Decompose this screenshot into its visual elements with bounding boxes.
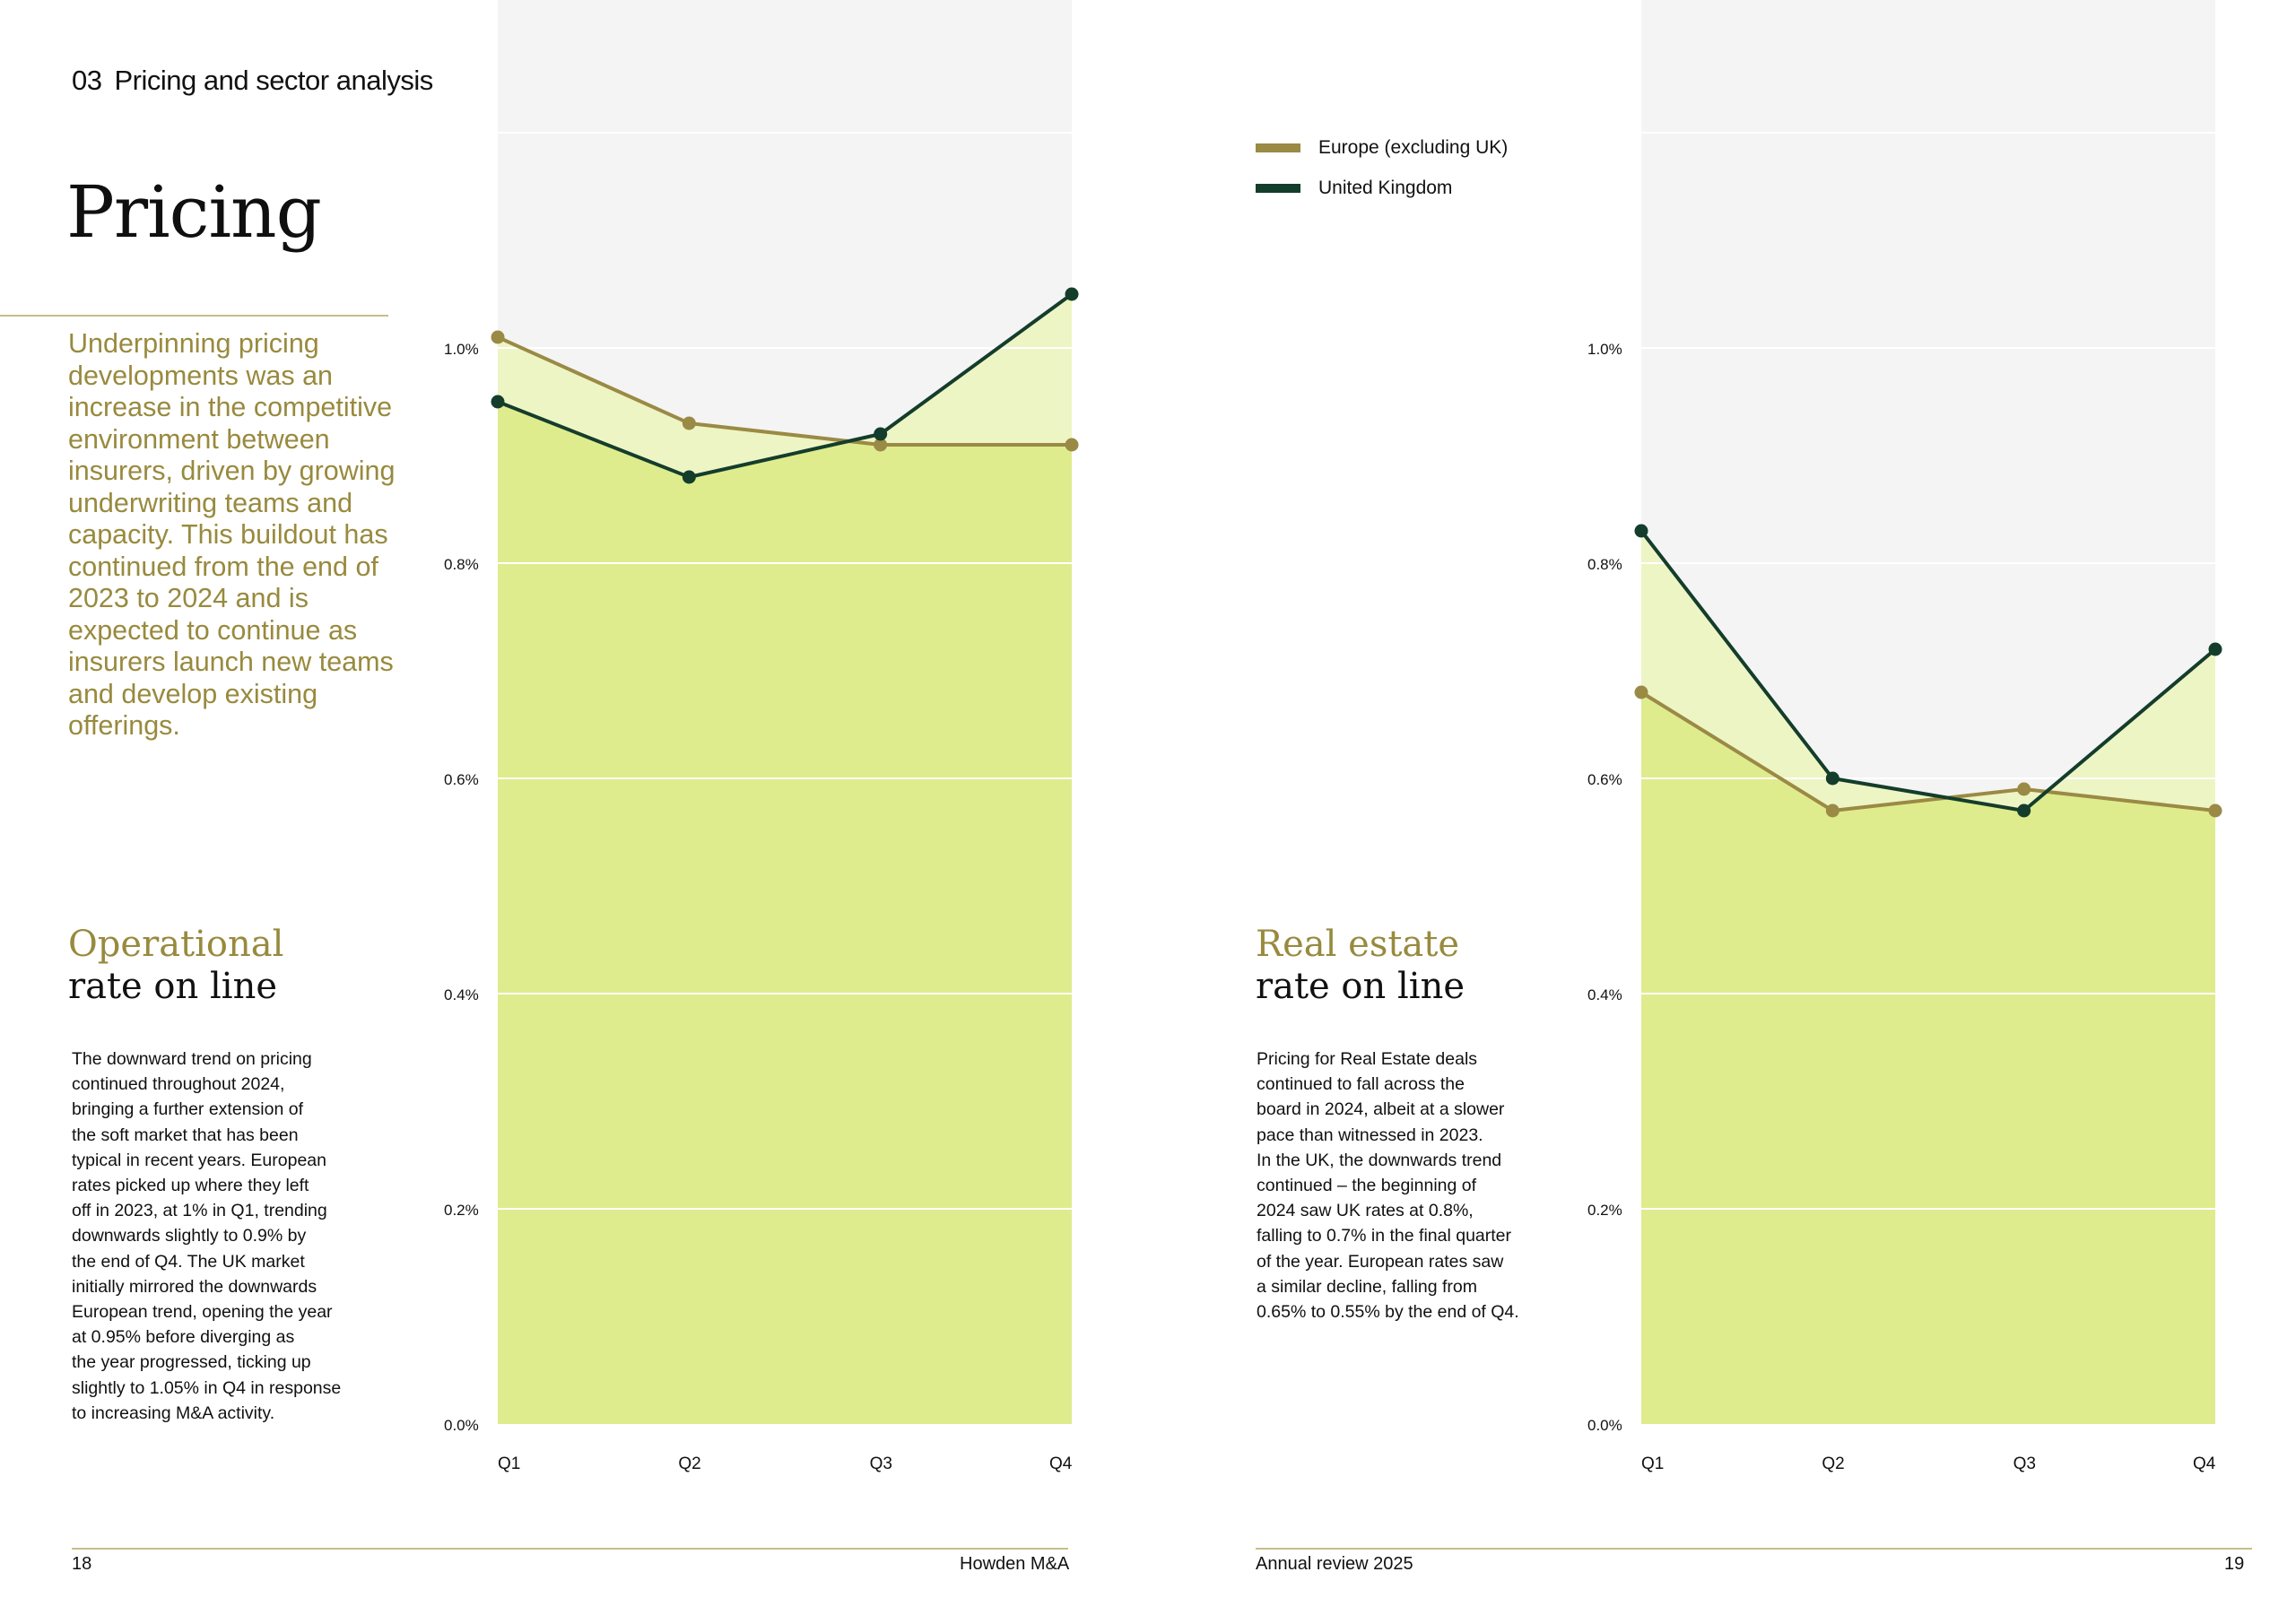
operational-point-uk	[1065, 287, 1079, 301]
real-estate-area-lower	[1641, 692, 2215, 1424]
left-footer-label: Howden M&A	[960, 1554, 1070, 1574]
real-estate-point-uk	[2017, 803, 2031, 818]
operational-y-tick-label: 0.4%	[444, 986, 479, 1003]
legend-label-europe: Europe (excluding UK)	[1318, 136, 1509, 158]
operational-x-tick-label: Q2	[678, 1455, 700, 1473]
real-estate-point-europe	[1825, 803, 1839, 818]
section-title: Pricing and sector analysis	[114, 65, 433, 96]
footer-divider-right	[1256, 1548, 2252, 1550]
real-estate-x-tick-label: Q1	[1641, 1455, 1664, 1473]
legend-label-uk: United Kingdom	[1318, 177, 1453, 198]
real-estate-line-europe	[1639, 690, 2216, 812]
real-estate-title-line2: rate on line	[1256, 966, 1465, 1007]
operational-line-europe	[497, 335, 1072, 447]
title-divider	[0, 315, 388, 317]
real-estate-x-tick-label: Q4	[2193, 1455, 2216, 1473]
real-estate-point-uk	[2208, 642, 2222, 656]
real-estate-chart: 0.0% 0.2% 0.4% 0.6% 0.8% 1.0% Q1 Q2 Q3 Q4	[1587, 0, 2222, 1473]
operational-point-europe	[682, 416, 696, 430]
real-estate-point-uk	[1825, 771, 1839, 786]
section-label: 03 Pricing and sector analysis	[72, 65, 433, 97]
real-estate-description: Pricing for Real Estate deals continued …	[1257, 1049, 1519, 1323]
right-page-number: 19	[2224, 1554, 2245, 1574]
real-estate-x-tick-label: Q2	[1822, 1455, 1844, 1473]
real-estate-y-tick-label: 0.8%	[1587, 556, 1622, 573]
operational-y-tick-label: 0.2%	[444, 1202, 479, 1219]
right-footer-label: Annual review 2025	[1256, 1554, 1413, 1574]
operational-point-europe	[874, 438, 888, 452]
footer-divider-left	[72, 1548, 1068, 1550]
operational-x-tick-label: Q3	[870, 1455, 892, 1473]
page-title: Pricing	[66, 170, 322, 254]
legend-swatch-uk	[1256, 183, 1300, 193]
real-estate-chart-title: Real estate rate on line	[1256, 924, 1465, 1008]
operational-y-tick-label: 0.0%	[444, 1417, 479, 1434]
operational-title-line2: rate on line	[68, 966, 278, 1007]
real-estate-title-line1: Real estate	[1256, 924, 1460, 965]
real-estate-point-europe	[2208, 803, 2222, 818]
operational-y-tick-label: 0.6%	[444, 771, 479, 788]
real-estate-point-europe	[1634, 685, 1648, 699]
real-estate-x-tick-label: Q3	[2013, 1455, 2036, 1473]
operational-point-uk	[874, 427, 888, 441]
operational-area-lower	[498, 402, 1072, 1424]
operational-point-uk	[682, 470, 696, 484]
real-estate-y-tick-label: 0.2%	[1587, 1202, 1622, 1219]
legend-item-europe: Europe (excluding UK)	[1256, 127, 1508, 168]
left-page-number: 18	[72, 1554, 92, 1574]
operational-line-uk	[497, 292, 1074, 479]
real-estate-point-europe	[2017, 782, 2031, 796]
section-number: 03	[72, 65, 102, 96]
real-estate-line-uk	[1639, 529, 2217, 812]
legend-swatch-europe	[1256, 143, 1300, 152]
real-estate-point-uk	[1634, 524, 1648, 538]
operational-y-tick-label: 0.8%	[444, 556, 479, 573]
operational-y-tick-label: 1.0%	[444, 341, 479, 358]
real-estate-y-tick-label: 0.4%	[1587, 986, 1622, 1003]
operational-chart: 0.0% 0.2% 0.4% 0.6% 0.8% 1.0% Q1 Q2 Q3 Q4	[444, 0, 1079, 1473]
real-estate-y-tick-label: 0.6%	[1587, 771, 1622, 788]
operational-point-europe	[491, 330, 505, 344]
operational-point-uk	[491, 395, 505, 409]
operational-x-tick-label: Q1	[498, 1455, 520, 1473]
chart-legend: Europe (excluding UK) United Kingdom	[1256, 127, 1508, 208]
operational-point-europe	[1065, 438, 1079, 452]
operational-chart-title: Operational rate on line	[68, 924, 283, 1008]
operational-x-tick-label: Q4	[1049, 1455, 1073, 1473]
operational-description: The downward trend on pricing continued …	[72, 1049, 342, 1423]
real-estate-y-tick-label: 0.0%	[1587, 1417, 1622, 1434]
legend-item-uk: United Kingdom	[1256, 168, 1508, 208]
real-estate-y-tick-label: 1.0%	[1587, 341, 1622, 358]
operational-title-line1: Operational	[68, 924, 284, 965]
intro-text: Underpinning pricing developments was an…	[68, 328, 396, 741]
